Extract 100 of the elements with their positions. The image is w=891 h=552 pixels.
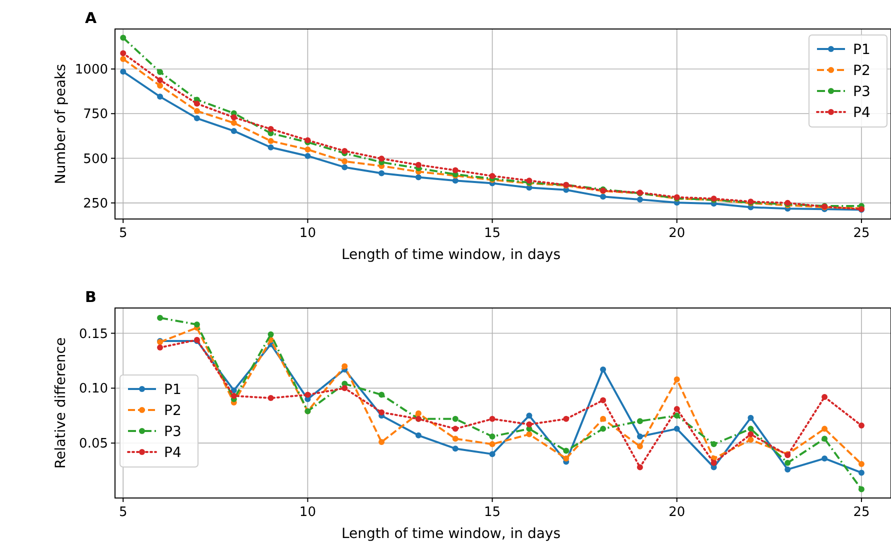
point <box>378 409 385 416</box>
x-tick-label: 5 <box>118 505 128 520</box>
point <box>157 69 164 76</box>
point <box>600 194 606 200</box>
point <box>415 432 422 438</box>
x-tick-label: 20 <box>668 505 686 520</box>
point <box>452 436 458 442</box>
legend-label: P1 <box>164 382 182 398</box>
point <box>452 446 458 452</box>
point <box>230 114 237 120</box>
point <box>489 451 496 458</box>
x-axis-title: Length of time window, in days <box>341 247 561 263</box>
point <box>526 412 532 419</box>
point <box>120 56 126 62</box>
point <box>157 82 164 89</box>
y-tick-label: 250 <box>83 196 108 212</box>
point <box>342 385 348 392</box>
point <box>600 426 606 432</box>
point <box>120 68 126 75</box>
point <box>157 94 164 100</box>
point <box>710 441 717 448</box>
point <box>452 426 458 432</box>
point <box>378 156 385 162</box>
point <box>858 486 864 492</box>
point <box>120 34 126 41</box>
point <box>784 460 791 466</box>
point <box>452 178 458 184</box>
point <box>489 416 496 422</box>
point <box>415 410 422 416</box>
point <box>822 436 828 442</box>
point <box>304 146 311 153</box>
x-tick-label: 20 <box>668 226 686 241</box>
point <box>636 443 643 450</box>
x-tick-label: 5 <box>118 226 128 241</box>
point <box>636 418 643 424</box>
legend-label: P1 <box>853 42 870 58</box>
point <box>858 422 864 429</box>
point <box>710 460 717 466</box>
point <box>563 416 570 422</box>
point <box>157 77 164 84</box>
y-tick-label: 0.10 <box>79 382 108 397</box>
point <box>674 406 680 412</box>
point <box>636 196 643 203</box>
point <box>268 138 274 144</box>
point <box>526 421 532 428</box>
point <box>194 115 200 122</box>
point <box>526 431 532 438</box>
point <box>748 414 754 421</box>
point <box>194 100 200 107</box>
chart-title: B <box>85 288 96 306</box>
point <box>120 50 126 56</box>
y-tick-label: 0.15 <box>79 326 108 342</box>
y-tick-label: 750 <box>83 107 108 122</box>
point <box>674 412 680 419</box>
y-axis-title: Relative difference <box>53 337 69 469</box>
point <box>268 395 274 402</box>
point <box>342 148 348 154</box>
y-tick-label: 500 <box>83 152 108 167</box>
point <box>489 172 496 179</box>
x-tick-label: 25 <box>853 505 870 520</box>
point <box>452 416 458 422</box>
point <box>378 438 385 445</box>
point <box>858 460 864 467</box>
point <box>748 436 754 443</box>
legend-label: P4 <box>853 105 870 121</box>
chart-title: A <box>85 9 97 27</box>
point <box>194 108 200 114</box>
legend-label: P2 <box>164 403 182 419</box>
point <box>563 455 570 462</box>
point <box>342 363 348 370</box>
point <box>268 126 274 132</box>
point <box>600 366 606 373</box>
point <box>230 392 237 399</box>
legend-label: P4 <box>164 445 182 461</box>
point <box>452 167 458 174</box>
point <box>600 397 606 404</box>
point <box>268 144 274 150</box>
point <box>157 344 164 351</box>
point <box>563 448 570 454</box>
point <box>674 376 680 382</box>
point <box>268 331 274 338</box>
legend-label: P3 <box>853 84 870 100</box>
point <box>415 162 422 168</box>
point <box>858 470 864 476</box>
point <box>157 314 164 321</box>
point <box>784 466 791 472</box>
point <box>674 426 680 432</box>
point <box>822 426 828 432</box>
point <box>748 431 754 438</box>
point <box>304 392 311 398</box>
y-axis-title: Number of peaks <box>53 64 69 184</box>
point <box>822 455 828 462</box>
point <box>378 392 385 398</box>
x-tick-label: 25 <box>853 226 870 241</box>
x-tick-label: 10 <box>299 505 316 520</box>
y-tick-label: 1000 <box>74 62 108 78</box>
x-tick-label: 15 <box>484 505 501 520</box>
point <box>822 394 828 400</box>
point <box>636 433 643 440</box>
point <box>304 152 311 159</box>
